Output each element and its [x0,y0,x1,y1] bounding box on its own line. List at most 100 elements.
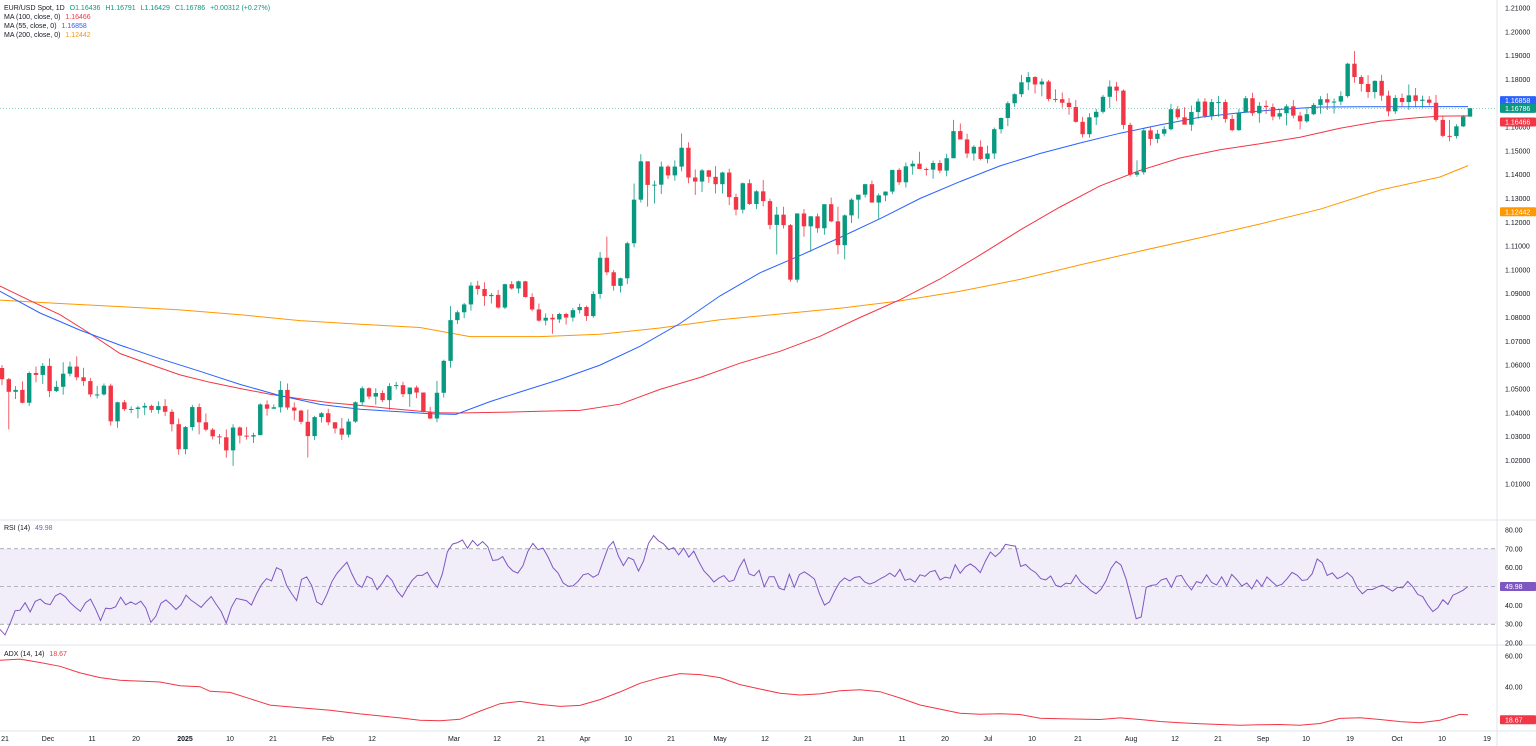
candle-body [1365,83,1371,93]
candle-body [441,360,446,393]
time-tick-label: 21 [667,736,675,743]
candles-group [0,51,1473,466]
candle-body [387,386,392,401]
time-tick-label: 2025 [177,736,193,743]
candle-body [584,307,589,317]
candle-body [1420,99,1425,101]
candle-body [523,281,528,298]
candle-body [1073,107,1079,122]
time-tick-label: May [713,736,727,743]
candle-body [760,191,766,202]
candle-body [468,285,474,305]
price-tick-label: 1.12000 [1505,220,1530,227]
price-tick-label: 1.14000 [1505,172,1530,179]
candle-body [1372,80,1378,93]
candle-body [407,387,412,395]
rsi-tick-label: 80.00 [1505,528,1523,535]
candle-body [1399,98,1405,103]
candle-body [563,313,569,318]
price-tick-label: 1.05000 [1505,386,1530,393]
time-tick-label: 12 [493,736,501,743]
candle-body [74,366,79,378]
time-tick-label: Feb [322,736,334,743]
time-tick-label: Mar [448,736,461,743]
price-tick-label: 1.03000 [1505,434,1530,441]
candle-body [292,407,297,411]
candle-body [992,129,997,154]
candle-body [1161,129,1167,134]
time-tick-label: 19 [1346,736,1354,743]
candle-body [1427,99,1432,103]
price-tick-label: 1.20000 [1505,29,1530,36]
price-badge-text: 1.16858 [1505,98,1530,105]
candle-body [876,195,881,203]
candle-body [20,389,25,403]
adx-legend[interactable]: ADX (14, 14) 18.67 [4,650,70,659]
adx-legend-label: ADX (14, 14) [4,651,45,658]
candle-body [1127,124,1133,175]
candle-body [339,428,345,435]
candle-body [1005,103,1011,118]
price-badge [1500,207,1536,217]
candle-body [1304,114,1310,122]
rsi-legend[interactable]: RSI (14) 49.98 [4,524,56,533]
candle-body [978,146,983,159]
candle-body [774,214,779,225]
candle-body [0,368,5,380]
price-badge-text: 1.16786 [1505,106,1530,113]
time-tick-label: 19 [1483,736,1491,743]
candle-body [740,183,745,210]
legend-ma200[interactable]: MA (200, close, 0) 1.12442 [4,31,94,40]
candle-body [190,407,195,428]
candle-body [421,392,426,413]
candle-body [686,147,691,178]
adx-legend-value: 18.67 [49,651,67,658]
time-tick-label: Jun [852,736,863,743]
candle-body [326,413,331,423]
legend-ma100[interactable]: MA (100, close, 0) 1.16466 [4,13,94,22]
candle-body [930,163,936,170]
candle-body [1182,117,1187,125]
candle-body [427,412,433,419]
price-tick-label: 1.11000 [1505,244,1530,251]
candle-body [937,163,943,171]
candle-body [801,213,807,227]
candle-body [964,139,970,154]
time-tick-label: Jul [984,736,993,743]
price-tick-label: 1.19000 [1505,53,1530,60]
time-tick-label: 12 [761,736,769,743]
candle-body [54,386,59,392]
close-value: C1.16786 [174,5,206,12]
price-tick-label: 1.18000 [1505,77,1530,84]
adx-tick-label: 40.00 [1505,684,1523,691]
candle-body [1202,101,1208,117]
rsi-badge [1500,582,1536,591]
candle-body [604,257,610,273]
ohlc-header: EUR/USD Spot, 1D O1.16436 H1.16791 L1.16… [4,4,273,13]
rsi-tick-label: 60.00 [1505,565,1523,572]
candle-body [373,393,378,397]
legend-ma55[interactable]: MA (55, close, 0) 1.16858 [4,22,90,31]
candle-body [1359,77,1364,84]
candle-body [1318,99,1323,105]
time-tick-label: 12 [368,736,376,743]
candle-body [1032,77,1038,85]
candle-body [543,317,548,321]
candle-body [414,387,419,393]
rsi-legend-label: RSI (14) [4,525,31,532]
time-tick-label: 21 [1,736,9,743]
time-tick-label: 20 [132,736,140,743]
candle-body [1447,135,1452,137]
candle-body [747,183,752,204]
candle-body [332,422,338,429]
candle-body [1413,95,1418,101]
candle-body [149,405,154,410]
candle-body [380,393,385,401]
candle-body [1338,96,1344,102]
candle-body [951,131,956,159]
candle-body [26,373,32,403]
candle-body [67,366,73,374]
legend-ma200-value: 1.12442 [65,32,91,39]
price-tick-label: 1.01000 [1505,482,1530,489]
candle-body [360,388,365,403]
